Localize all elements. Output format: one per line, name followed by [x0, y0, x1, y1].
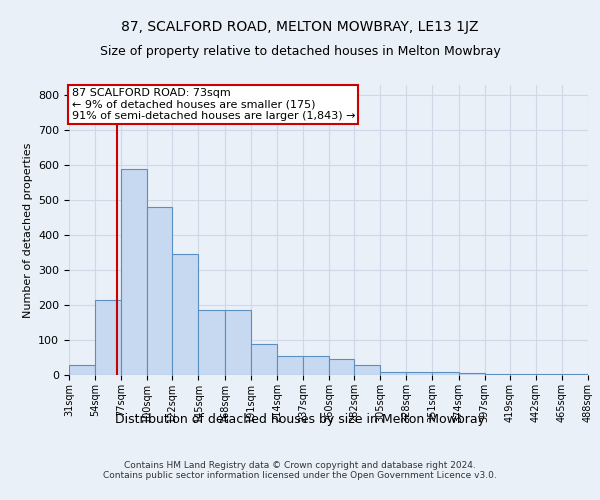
Bar	[536, 374, 562, 375]
Bar	[458, 374, 485, 375]
Bar	[69, 364, 95, 375]
Y-axis label: Number of detached properties: Number of detached properties	[23, 142, 32, 318]
Bar	[562, 374, 588, 375]
Bar	[485, 374, 509, 375]
Bar	[172, 254, 199, 375]
Bar	[148, 208, 172, 375]
Bar	[406, 372, 433, 375]
Text: Size of property relative to detached houses in Melton Mowbray: Size of property relative to detached ho…	[100, 45, 500, 58]
Text: Contains HM Land Registry data © Crown copyright and database right 2024.
Contai: Contains HM Land Registry data © Crown c…	[103, 460, 497, 480]
Bar	[277, 356, 303, 375]
Bar	[433, 372, 458, 375]
Text: Distribution of detached houses by size in Melton Mowbray: Distribution of detached houses by size …	[115, 412, 485, 426]
Bar	[380, 372, 406, 375]
Text: 87 SCALFORD ROAD: 73sqm
← 9% of detached houses are smaller (175)
91% of semi-de: 87 SCALFORD ROAD: 73sqm ← 9% of detached…	[71, 88, 355, 121]
Bar	[329, 360, 354, 375]
Bar	[251, 344, 277, 375]
Text: 87, SCALFORD ROAD, MELTON MOWBRAY, LE13 1JZ: 87, SCALFORD ROAD, MELTON MOWBRAY, LE13 …	[121, 20, 479, 34]
Bar	[199, 310, 224, 375]
Bar	[354, 364, 380, 375]
Bar	[121, 169, 148, 375]
Bar	[95, 300, 121, 375]
Bar	[303, 356, 329, 375]
Bar	[509, 374, 536, 375]
Bar	[224, 310, 251, 375]
